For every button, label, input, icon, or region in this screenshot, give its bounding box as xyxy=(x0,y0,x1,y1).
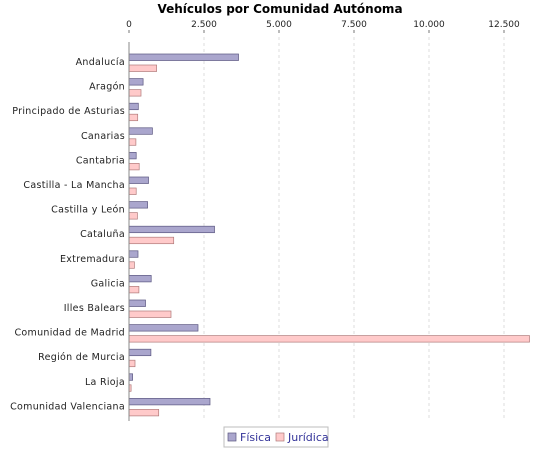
bars xyxy=(128,53,530,417)
legend-swatch xyxy=(275,432,285,442)
legend-label: Jurídica xyxy=(287,431,329,444)
category-labels: Andalucía Aragón Principado de Asturias Can… xyxy=(10,57,125,412)
category-label: Canarias xyxy=(81,131,125,142)
bar-juridica xyxy=(128,310,172,318)
bar-fisica xyxy=(128,127,153,135)
bar-juridica xyxy=(128,212,138,220)
bar-juridica xyxy=(128,89,142,97)
category-label: Castilla y León xyxy=(51,205,125,216)
chart-title: Vehículos por Comunidad Autónoma xyxy=(157,2,402,16)
bar-fisica xyxy=(128,299,146,307)
x-tick-label: 12.500 xyxy=(488,20,520,30)
bar-fisica xyxy=(128,152,137,160)
bar-fisica xyxy=(128,324,199,332)
bar-fisica xyxy=(128,176,149,184)
x-tick-label: 2.500 xyxy=(191,20,217,30)
bar-juridica xyxy=(128,113,139,122)
category-label: Aragón xyxy=(89,82,125,93)
category-label: Principado de Asturias xyxy=(12,106,125,117)
bar-fisica xyxy=(128,348,152,357)
bar-fisica xyxy=(128,78,144,86)
category-label: Comunidad Valenciana xyxy=(10,401,125,412)
bar-fisica xyxy=(128,373,133,381)
bar-juridica xyxy=(128,335,530,343)
bar-juridica xyxy=(128,64,157,72)
x-axis-ticks: 0 2.500 5.000 7.500 10.000 12.500 xyxy=(126,20,520,33)
bar-fisica xyxy=(128,398,211,406)
bar-juridica xyxy=(128,236,175,245)
category-label: Andalucía xyxy=(76,57,125,68)
bar-juridica xyxy=(128,187,137,195)
category-label: Extremadura xyxy=(60,254,125,265)
bar-fisica xyxy=(128,250,139,258)
category-label: Cataluña xyxy=(80,229,125,240)
bar-juridica xyxy=(128,359,136,368)
x-tick-label: 7.500 xyxy=(341,20,367,30)
bar-juridica xyxy=(128,409,160,417)
bar-fisica xyxy=(128,275,152,283)
grid-lines xyxy=(203,37,505,421)
category-label: Cantabria xyxy=(76,155,125,166)
category-label: Illes Balears xyxy=(64,303,125,314)
legend-label: Física xyxy=(240,431,271,444)
legend: Física Jurídica xyxy=(223,426,329,448)
legend-swatch xyxy=(227,432,237,442)
bar-juridica xyxy=(128,138,137,146)
category-label: Región de Murcia xyxy=(38,352,125,363)
bar-fisica xyxy=(128,53,239,61)
bar-fisica xyxy=(128,225,215,234)
category-label: Castilla - La Mancha xyxy=(23,180,125,191)
bar-juridica xyxy=(128,286,140,294)
category-label: Galicia xyxy=(91,278,125,289)
bar-juridica xyxy=(128,163,140,171)
bar-fisica xyxy=(128,102,139,111)
x-tick-label: 10.000 xyxy=(413,20,445,30)
x-tick-label: 5.000 xyxy=(266,20,292,30)
bar-fisica xyxy=(128,201,148,209)
x-tick-label: 0 xyxy=(126,20,132,30)
category-label: La Rioja xyxy=(85,377,125,388)
category-label: Comunidad de Madrid xyxy=(14,328,125,339)
bar-juridica xyxy=(128,261,135,269)
